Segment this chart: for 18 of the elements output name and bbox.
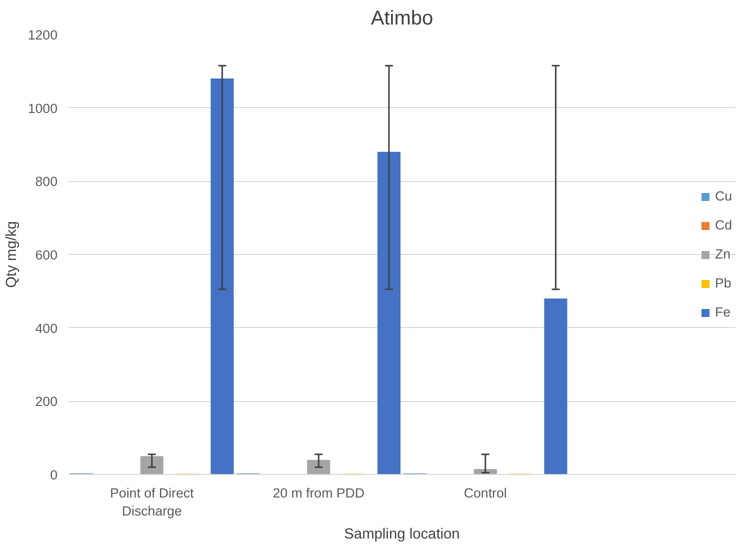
chart-title: Atimbo <box>370 8 434 30</box>
legend-label: Zn <box>715 246 732 262</box>
x-tick-label: Control <box>464 486 507 500</box>
legend-label: Cd <box>715 218 734 232</box>
y-tick-label: 1000 <box>28 100 58 116</box>
x-axis-title: Sampling location <box>344 526 460 542</box>
legend-label: Pb <box>715 276 732 290</box>
y-tick-label: 400 <box>35 320 58 336</box>
y-axis-title: Qty mg/kg <box>4 221 20 288</box>
y-tick-label: 0 <box>50 468 58 482</box>
x-tick-label: Point of Direct Discharge <box>110 486 194 518</box>
y-tick-label: 800 <box>35 174 58 190</box>
y-tick-label: 600 <box>35 248 58 262</box>
legend-label: Fe <box>715 304 732 320</box>
x-tick-label: 20 m from PDD <box>272 486 365 500</box>
y-tick-label: 1200 <box>28 28 58 42</box>
legend-label: Cu <box>715 188 734 204</box>
y-tick-label: 200 <box>35 394 58 410</box>
